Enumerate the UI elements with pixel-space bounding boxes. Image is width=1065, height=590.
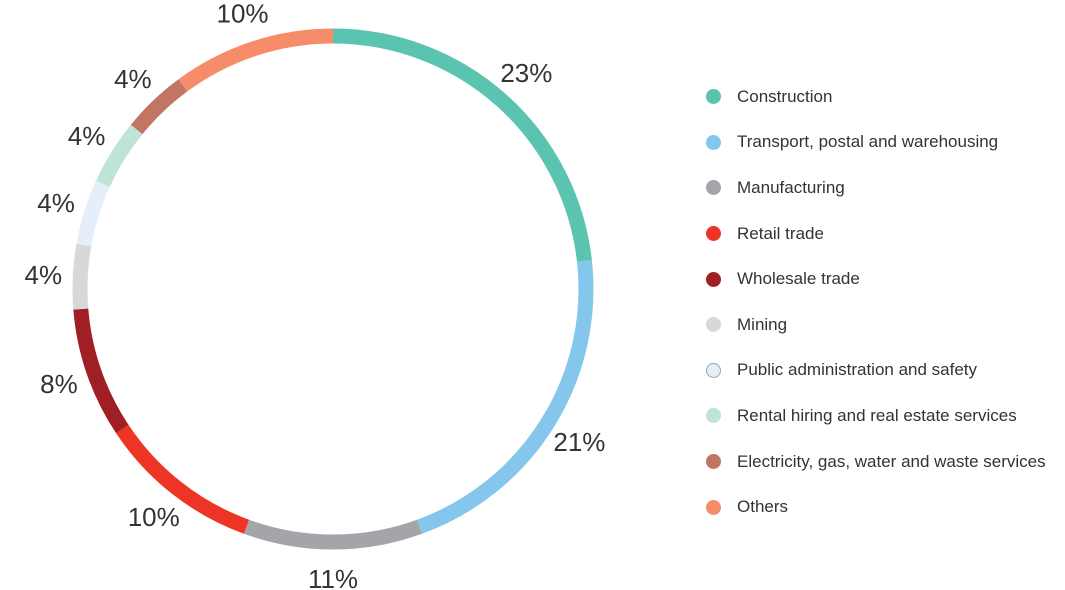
data-label-others: 10% [216, 0, 268, 28]
slice-rental-hiring-and-real-estate-services [96, 124, 143, 188]
slice-manufacturing [243, 519, 423, 550]
slice-construction [332, 28, 592, 262]
data-label-construction: 23% [500, 58, 552, 88]
legend-item-transport-postal-and-warehousing: Transport, postal and warehousing [706, 120, 1046, 166]
legend-label: Construction [737, 86, 833, 106]
legend-label: Manufacturing [737, 177, 845, 197]
slice-transport-postal-and-warehousing [416, 260, 594, 534]
legend-item-wholesale-trade: Wholesale trade [706, 256, 1046, 302]
data-label-public-administration-and-safety: 4% [37, 188, 75, 218]
legend-swatch-icon [706, 226, 721, 242]
legend-item-others: Others [706, 484, 1046, 530]
data-label-rental-hiring-and-real-estate-services: 4% [68, 121, 106, 151]
legend-swatch-icon [706, 408, 721, 424]
legend-item-mining: Mining [706, 302, 1046, 348]
data-label-electricity-gas-water-and-waste-services: 4% [114, 64, 152, 94]
data-label-transport-postal-and-warehousing: 21% [553, 427, 605, 457]
legend-swatch-icon [706, 89, 721, 105]
slice-others [178, 28, 334, 92]
legend-label: Transport, postal and warehousing [737, 132, 999, 152]
legend-swatch-icon [706, 499, 721, 515]
slice-wholesale-trade [73, 308, 129, 434]
data-label-retail-trade: 10% [128, 502, 180, 532]
data-label-mining: 4% [25, 260, 63, 290]
legend-swatch-icon [706, 454, 721, 470]
slice-public-administration-and-safety [76, 180, 110, 247]
slice-mining [72, 243, 92, 310]
legend-swatch-icon [706, 134, 721, 150]
donut-chart: 23% 21% 11% 10% 8% 4% 4% 4% 4% 10% [25, 0, 606, 590]
legend-swatch-icon [706, 317, 721, 333]
legend-item-public-administration-and-safety: Public administration and safety [706, 348, 1046, 394]
legend-label: Mining [737, 314, 788, 334]
legend-swatch-icon [706, 271, 721, 287]
legend-item-retail-trade: Retail trade [706, 211, 1046, 257]
legend-label: Retail trade [737, 223, 824, 243]
legend-label: Public administration and safety [737, 360, 978, 380]
data-label-wholesale-trade: 8% [40, 369, 78, 399]
legend-item-manufacturing: Manufacturing [706, 165, 1046, 211]
donut-slices [72, 28, 594, 550]
legend-swatch-icon [706, 180, 721, 196]
legend-label: Rental hiring and real estate services [737, 405, 1017, 425]
chart-legend: Construction Transport, postal and wareho… [706, 74, 1046, 530]
legend-label: Electricity, gas, water and waste servic… [737, 451, 1046, 471]
slice-electricity-gas-water-and-waste-services [130, 79, 188, 135]
legend-label: Others [737, 497, 789, 517]
legend-item-rental-hiring-and-real-estate-services: Rental hiring and real estate services [706, 393, 1046, 439]
legend-item-electricity-gas-water-and-waste-services: Electricity, gas, water and waste servic… [706, 439, 1046, 485]
data-label-manufacturing: 11% [308, 564, 358, 590]
legend-item-construction: Construction [706, 74, 1046, 120]
legend-label: Wholesale trade [737, 269, 860, 289]
legend-swatch-icon [706, 362, 721, 378]
slice-retail-trade [116, 424, 250, 534]
donut-labels: 23% 21% 11% 10% 8% 4% 4% 4% 4% 10% [25, 0, 606, 590]
